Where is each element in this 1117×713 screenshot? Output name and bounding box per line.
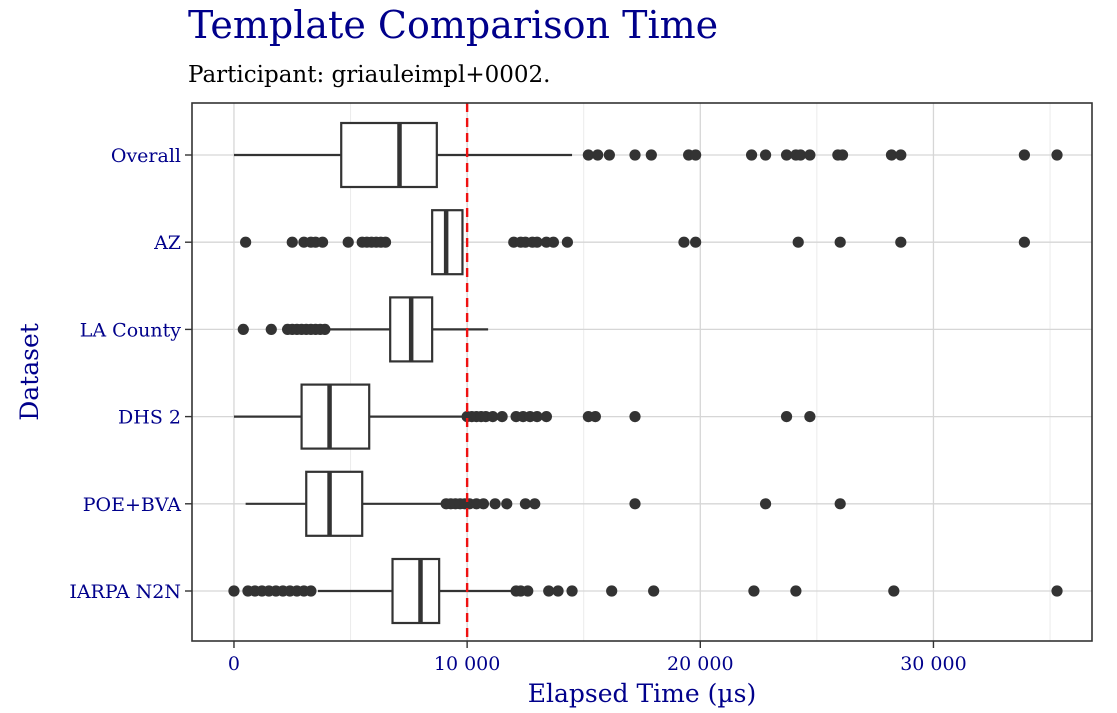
outlier-point <box>519 498 532 510</box>
plot-area: 0 10 000 20 000 30 000 Overall AZ LA County DHS… <box>69 102 1093 675</box>
outlier-point <box>804 411 816 423</box>
outlier-point <box>790 585 802 597</box>
outlier-point <box>543 585 555 597</box>
outlier-point <box>265 323 277 335</box>
box-iqr <box>300 383 371 450</box>
outlier-point <box>888 585 900 597</box>
outlier-point <box>690 236 702 248</box>
outlier-point <box>834 236 846 248</box>
outlier-point <box>759 149 772 161</box>
outlier-point <box>885 149 898 161</box>
outlier-point <box>477 498 490 510</box>
outlier-point <box>629 498 641 510</box>
outlier-point <box>603 149 615 161</box>
y-tick-label: DHS 2 <box>118 407 181 429</box>
outlier-point <box>529 498 541 510</box>
x-tick-label: 30 000 <box>900 653 966 675</box>
outlier-point <box>240 236 252 248</box>
outlier-point <box>286 236 298 248</box>
outlier-point <box>895 149 907 161</box>
box-iqr <box>305 470 364 537</box>
outlier-point <box>582 149 594 161</box>
outlier-point <box>540 411 553 423</box>
outlier-point <box>237 323 249 335</box>
outlier-point <box>592 149 604 161</box>
outlier-point <box>489 498 501 510</box>
x-tick-label: 0 <box>228 653 240 675</box>
y-axis-label: Dataset <box>15 323 44 421</box>
outlier-point <box>629 149 641 161</box>
outlier-point <box>316 236 329 248</box>
outlier-point <box>759 498 772 510</box>
outlier-point <box>531 236 543 248</box>
y-tick-label: AZ <box>153 232 181 254</box>
y-tick-label: POE+BVA <box>83 494 182 516</box>
outlier-point <box>834 498 846 510</box>
y-tick-label: Overall <box>111 145 181 167</box>
box-iqr <box>391 557 441 625</box>
outlier-point <box>745 149 758 161</box>
outlier-point <box>690 149 702 161</box>
outlier-point <box>1018 236 1030 248</box>
outlier-point <box>648 585 660 597</box>
box-iqr <box>340 121 438 189</box>
outlier-point <box>342 236 354 248</box>
outlier-point <box>547 236 559 248</box>
outlier-point <box>319 323 331 335</box>
outlier-point <box>629 411 641 423</box>
outlier-point <box>836 149 849 161</box>
outlier-point <box>895 236 907 248</box>
outlier-point <box>780 149 793 161</box>
outlier-point <box>748 585 760 597</box>
outlier-point <box>305 585 317 597</box>
outlier-point <box>804 149 816 161</box>
outlier-point <box>794 149 807 161</box>
outlier-point <box>228 585 240 597</box>
x-tick-label: 10 000 <box>434 653 500 675</box>
outlier-point <box>566 585 578 597</box>
outlier-point <box>792 236 804 248</box>
outlier-point <box>561 236 573 248</box>
x-axis-label: Elapsed Time (µs) <box>528 679 756 708</box>
outlier-point <box>606 585 618 597</box>
outlier-point <box>645 149 657 161</box>
outlier-point <box>552 585 564 597</box>
outlier-point <box>1051 149 1063 161</box>
y-tick-label: LA County <box>80 319 181 341</box>
outlier-point <box>531 411 543 423</box>
chart-subtitle: Participant: griauleimpl+0002. <box>188 62 550 88</box>
x-tick-label: 20 000 <box>667 653 733 675</box>
outlier-point <box>589 411 601 423</box>
outlier-point <box>1051 585 1063 597</box>
outlier-point <box>1018 149 1030 161</box>
outlier-point <box>501 498 513 510</box>
chart-title: Template Comparison Time <box>188 3 718 47</box>
outlier-point <box>496 411 508 423</box>
outlier-point <box>522 585 534 597</box>
outlier-point <box>780 411 793 423</box>
outlier-point <box>379 236 392 248</box>
y-tick-label: IARPA N2N <box>69 581 181 603</box>
plot-border <box>191 102 1093 642</box>
outlier-point <box>487 411 499 423</box>
outlier-point <box>678 236 690 248</box>
